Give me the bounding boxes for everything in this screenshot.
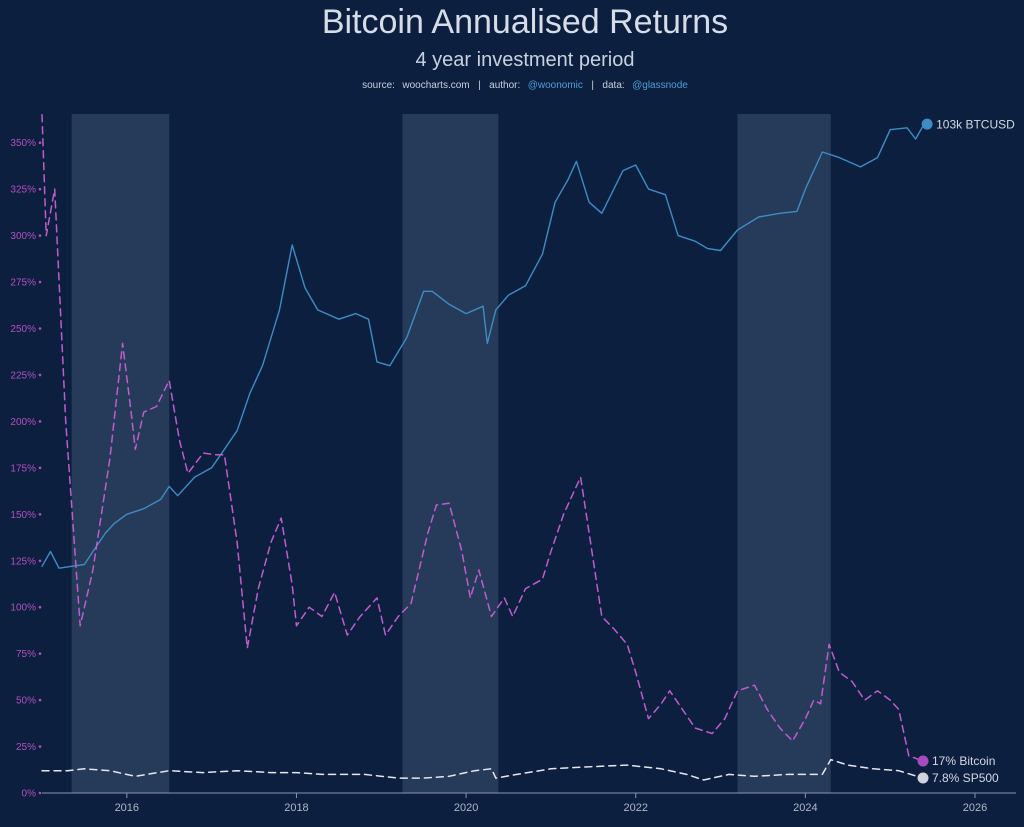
y-tick-mark <box>38 698 42 702</box>
y-tick-mark <box>38 605 42 609</box>
y-tick-mark <box>38 466 42 470</box>
y-tick-label: 75% <box>16 649 36 660</box>
data-prefix: data: <box>602 80 624 91</box>
shaded-period-1 <box>71 114 170 793</box>
bitcoin-end-label: 17% Bitcoin <box>932 754 995 768</box>
series <box>41 114 925 781</box>
x-tick-label: 2024 <box>793 802 817 814</box>
y-tick-mark <box>38 791 42 795</box>
y-tick-mark <box>38 559 42 563</box>
y-tick-label: 250% <box>10 324 36 335</box>
author-link[interactable]: @woonomic <box>528 80 583 91</box>
y-tick-label: 275% <box>10 278 36 289</box>
shaded-period-3 <box>737 114 831 793</box>
btcusd-end-label: 103k BTCUSD <box>936 118 1015 132</box>
y-tick-label: 325% <box>10 185 36 196</box>
legend: 103k BTCUSD 17% Bitcoin 7.8% SP500 <box>917 118 1015 785</box>
shaded-periods <box>71 114 831 793</box>
y-tick-mark <box>38 280 42 284</box>
y-tick-mark <box>38 745 42 748</box>
source-separator-1: | <box>478 80 481 91</box>
y-tick-label: 25% <box>16 742 36 753</box>
y-tick-label: 200% <box>10 417 36 428</box>
y-tick-label: 0% <box>22 789 37 800</box>
y-tick-label: 150% <box>10 510 36 521</box>
author-prefix: author: <box>489 80 520 91</box>
shaded-period-2 <box>402 114 499 793</box>
source-prefix: source: <box>362 80 395 91</box>
y-tick-mark <box>38 420 42 423</box>
source-site[interactable]: woocharts.com <box>401 80 469 91</box>
y-tick-label: 50% <box>16 696 36 707</box>
bitcoin-return-line <box>41 114 925 763</box>
y-tick-mark <box>38 234 42 237</box>
y-tick-mark <box>38 141 42 144</box>
y-tick-mark <box>38 327 42 330</box>
y-tick-label: 225% <box>10 370 36 381</box>
y-tick-label: 125% <box>10 556 36 567</box>
y-tick-mark <box>38 652 42 655</box>
axes: 0% 25% 50% 75% 100% 125% 150% 175% 200% 225% 250% 2… <box>10 138 1016 814</box>
x-tick-label: 2026 <box>963 802 987 814</box>
x-tick-label: 2016 <box>115 802 139 814</box>
y-tick-mark <box>38 187 42 191</box>
btcusd-end-marker <box>921 118 933 130</box>
sp500-end-label: 7.8% SP500 <box>932 771 999 785</box>
source-separator-2: | <box>591 80 594 91</box>
btcusd-line <box>41 123 925 569</box>
x-tick-label: 2018 <box>284 802 308 814</box>
y-tick-label: 175% <box>10 463 36 474</box>
x-tick-label: 2020 <box>454 802 478 814</box>
sp500-return-line <box>41 758 925 781</box>
chart-title: Bitcoin Annualised Returns <box>322 3 728 41</box>
y-tick-label: 300% <box>10 231 36 242</box>
source-line: source: woocharts.com | author: @woonomi… <box>362 75 688 92</box>
y-tick-mark <box>38 373 42 377</box>
bitcoin-end-marker <box>917 755 929 767</box>
sp500-end-marker <box>917 772 929 784</box>
y-tick-label: 100% <box>10 603 36 614</box>
data-source-link[interactable]: @glassnode <box>632 80 688 91</box>
y-tick-mark <box>38 513 42 516</box>
chart-subtitle: 4 year investment period <box>415 49 634 71</box>
x-tick-label: 2022 <box>623 802 647 814</box>
y-tick-label: 350% <box>10 138 36 149</box>
